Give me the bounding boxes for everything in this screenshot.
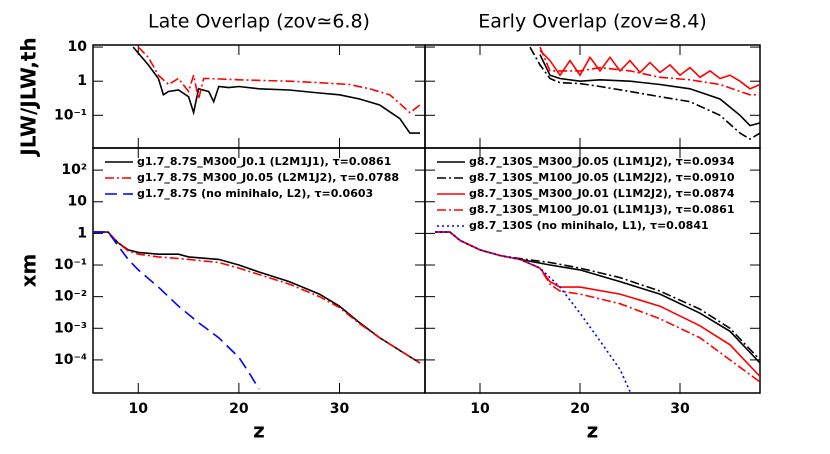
legend-label: g1.7_8.7S_M300_J0.05 (L2M1J2), τ=0.0788 bbox=[137, 171, 399, 184]
x-tick-label: 30 bbox=[330, 401, 350, 417]
series-line bbox=[435, 231, 760, 378]
series-line bbox=[93, 231, 421, 364]
x-tick-label: 20 bbox=[229, 401, 249, 417]
legend-label: g8.7_130S_M300_J0.05 (L1M1J2), τ=0.0934 bbox=[469, 155, 735, 168]
y-tick-label: 1 bbox=[77, 73, 87, 89]
y-tick-label: 1 bbox=[77, 225, 87, 241]
y-tick-label: 10⁻¹ bbox=[54, 107, 87, 123]
series-line bbox=[435, 231, 631, 392]
chart-title: Late Overlap (zov≃6.8) bbox=[148, 11, 370, 33]
legend-label: g8.7_130S_M100_J0.05 (L1M2J2), τ=0.0910 bbox=[469, 171, 735, 184]
series-line bbox=[539, 46, 760, 96]
x-tick-label: 10 bbox=[470, 401, 490, 417]
y-tick-label: 10 bbox=[68, 194, 88, 210]
y-tick-label: 10 bbox=[68, 39, 88, 55]
plot-frame bbox=[92, 147, 426, 394]
y-axis-label: JLW/JLW,th bbox=[17, 37, 41, 157]
series-line bbox=[435, 231, 760, 361]
series-line bbox=[539, 54, 760, 127]
legend-label: g8.7_130S_M300_J0.01 (L1M2J2), τ=0.0874 bbox=[469, 187, 735, 200]
y-tick-label: 10⁻² bbox=[54, 289, 87, 305]
y-tick-label: 10⁻³ bbox=[54, 320, 87, 336]
series-line bbox=[137, 46, 421, 114]
series-line bbox=[435, 231, 760, 383]
y-tick-label: 10⁻⁴ bbox=[54, 352, 87, 368]
x-tick-label: 20 bbox=[570, 401, 590, 417]
series-line bbox=[93, 231, 260, 390]
legend-label: g8.7_130S (no minihalo, L1), τ=0.0841 bbox=[469, 219, 709, 232]
y-tick-label: 10² bbox=[61, 162, 87, 178]
y-axis-label: xm bbox=[17, 254, 41, 288]
plot-frame bbox=[92, 44, 426, 149]
legend-label: g1.7_8.7S (no minihalo, L2), τ=0.0603 bbox=[137, 187, 373, 200]
series-line bbox=[93, 231, 421, 364]
x-axis-label: z bbox=[587, 419, 599, 443]
chart-title: Early Overlap (zov≃8.4) bbox=[478, 11, 707, 33]
series-line bbox=[529, 46, 760, 141]
legend-label: g8.7_130S_M100_J0.01 (L1M1J3), τ=0.0861 bbox=[469, 203, 734, 216]
y-tick-label: 10⁻¹ bbox=[54, 257, 87, 273]
legend-label: g1.7_8.7S_M300_J0.1 (L2M1J1), τ=0.0861 bbox=[137, 155, 391, 168]
x-tick-label: 30 bbox=[670, 401, 690, 417]
series-line bbox=[132, 46, 420, 134]
x-axis-label: z bbox=[253, 419, 265, 443]
x-tick-label: 10 bbox=[129, 401, 149, 417]
plot-frame bbox=[424, 147, 761, 394]
